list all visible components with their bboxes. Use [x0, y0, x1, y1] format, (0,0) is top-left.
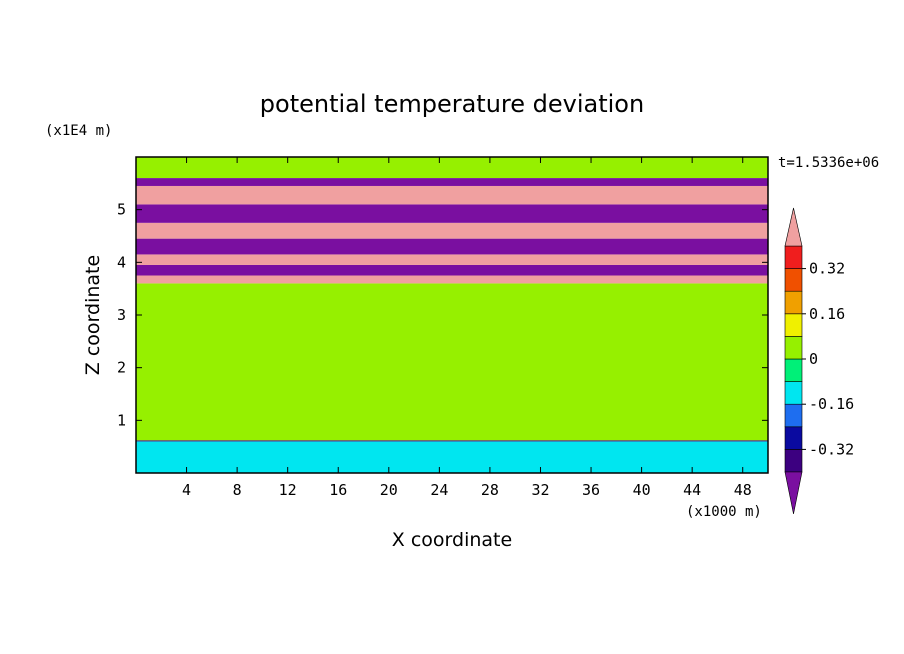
colorbar-top-arrow [784, 207, 803, 247]
x-tick-label: 28 [481, 481, 499, 499]
contour-band [136, 441, 768, 473]
y-tick-label: 5 [117, 201, 126, 219]
colorbar-segment [784, 358, 803, 382]
colorbar-label: -0.32 [809, 440, 854, 458]
x-tick-label: 20 [380, 481, 398, 499]
colorbar-segment [784, 313, 803, 337]
x-axis-label: X coordinate [392, 529, 512, 551]
colorbar-segment [784, 290, 803, 315]
contour-band [136, 222, 768, 239]
time-label: t=1.5336e+06 [778, 155, 879, 171]
colorbar-bottom-arrow [784, 471, 803, 515]
y-tick-label: 4 [117, 253, 126, 271]
y-tick-label: 1 [117, 411, 126, 429]
contour-band [136, 238, 768, 255]
colorbar-segment [784, 403, 803, 428]
contour-band [136, 254, 768, 265]
colorbar-segment [784, 426, 803, 450]
x-tick-label: 44 [683, 481, 701, 499]
contour-band [136, 264, 768, 276]
colorbar-label: -0.16 [809, 395, 854, 413]
x-axis: 4 8 12 16 20 24 28 32 36 40 44 48 [182, 157, 752, 499]
y-tick-label: 3 [117, 306, 126, 324]
contour-band [136, 283, 768, 441]
x-tick-label: 32 [531, 481, 549, 499]
colorbar-segment [784, 268, 803, 292]
colorbar-segment [784, 381, 803, 405]
contour-band [136, 440, 768, 442]
x-tick-label: 8 [233, 481, 242, 499]
x-tick-label: 36 [582, 481, 600, 499]
y-tick-label: 2 [117, 359, 126, 377]
x-tick-label: 48 [734, 481, 752, 499]
colorbar-label: 0.32 [809, 260, 845, 278]
y-axis-label: Z coordinate [82, 255, 104, 375]
colorbar-segment [784, 245, 803, 269]
chart-title: potential temperature deviation [260, 90, 644, 118]
contour-band [136, 185, 768, 205]
colorbar-segment [784, 336, 803, 360]
contour-band [136, 275, 768, 284]
x-tick-label: 12 [279, 481, 297, 499]
x-axis-unit: (x1000 m) [686, 504, 762, 520]
y-axis-unit: (x1E4 m) [45, 123, 112, 139]
contour-field [136, 157, 768, 473]
colorbar: 0.32 0.16 0 -0.16 -0.32 [784, 207, 854, 515]
colorbar-label: 0 [809, 350, 818, 368]
x-tick-label: 40 [633, 481, 651, 499]
contour-band [136, 204, 768, 223]
x-tick-label: 16 [329, 481, 347, 499]
colorbar-segment [784, 449, 803, 473]
colorbar-label: 0.16 [809, 305, 845, 323]
x-tick-label: 4 [182, 481, 191, 499]
x-tick-label: 24 [430, 481, 448, 499]
contour-band [136, 178, 768, 186]
contour-band [136, 157, 768, 179]
y-axis: 1 2 3 4 5 [117, 201, 768, 429]
